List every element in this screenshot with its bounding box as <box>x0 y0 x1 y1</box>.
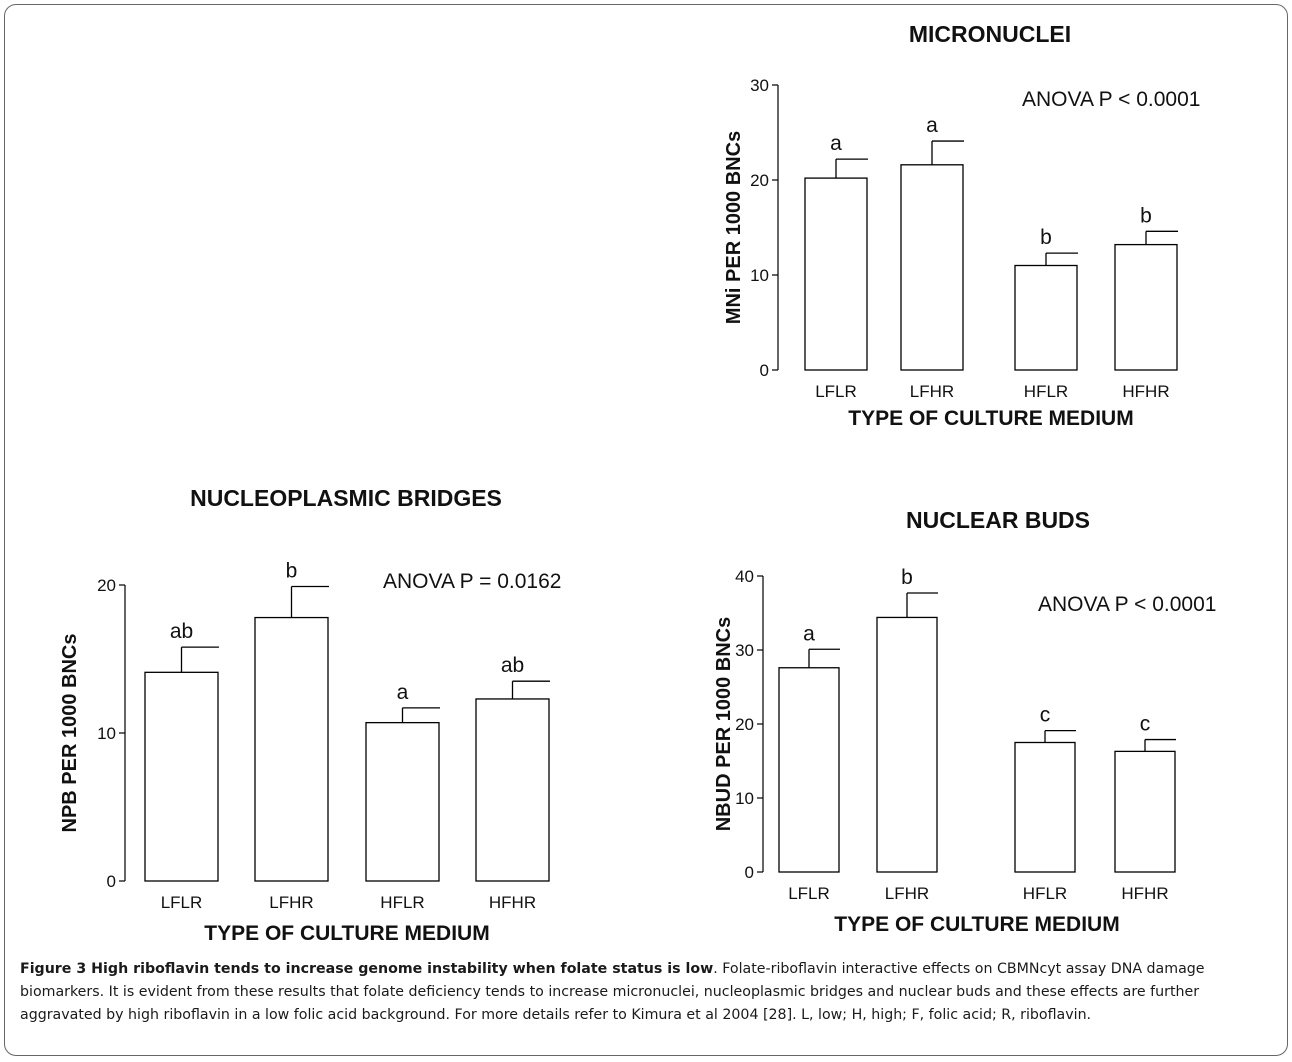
nbud-x-tick-label: HFLR <box>1023 884 1067 903</box>
mn-chart-title: MICRONUCLEI <box>909 21 1071 47</box>
npb-y-axis-label: NPB PER 1000 BNCs <box>59 634 81 833</box>
npb-anova-annotation: ANOVA P = 0.0162 <box>383 570 561 593</box>
nbud-x-axis-label: TYPE OF CULTURE MEDIUM <box>834 913 1119 936</box>
nbud-chart-title: NUCLEAR BUDS <box>906 507 1090 533</box>
npb-bar-lflr <box>144 671 219 882</box>
nbud-y-axis-label: NBUD PER 1000 BNCs <box>713 617 735 832</box>
mn-x-tick-label: HFHR <box>1122 382 1169 401</box>
nbud-y-tick-label: 30 <box>735 641 754 660</box>
nbud-significance-label: a <box>803 622 815 645</box>
npb-chart-title: NUCLEOPLASMIC BRIDGES <box>190 485 502 511</box>
nbud-significance-label: c <box>1040 704 1051 727</box>
npb-significance-label: b <box>286 559 298 582</box>
mn-significance-label: b <box>1140 204 1152 227</box>
nbud-bar-lflr <box>778 667 840 873</box>
mn-anova-annotation: ANOVA P < 0.0001 <box>1022 88 1200 111</box>
npb-x-tick-label: HFLR <box>380 893 424 912</box>
mn-x-tick-label: HFLR <box>1024 382 1068 401</box>
mn-significance-label: a <box>926 114 938 137</box>
npb-bar-hflr <box>365 721 440 882</box>
nbud-bar-hfhr <box>1114 750 1176 873</box>
mn-y-tick-label: 10 <box>750 266 769 285</box>
mn-x-tick-label: LFHR <box>910 382 954 401</box>
nbud-bar-hflr <box>1014 741 1076 873</box>
nbud-y-tick-label: 10 <box>735 789 754 808</box>
figure-caption: Figure 3 High riboflavin tends to increa… <box>20 958 1275 1027</box>
nbud-x-tick-label: LFHR <box>885 884 929 903</box>
npb-x-tick-label: HFHR <box>489 893 536 912</box>
nbud-y-tick-label: 20 <box>735 715 754 734</box>
npb-x-axis-label: TYPE OF CULTURE MEDIUM <box>204 922 489 945</box>
npb-significance-label: ab <box>501 654 524 677</box>
npb-y-tick-label: 10 <box>97 724 116 743</box>
mn-y-tick-label: 30 <box>750 76 769 95</box>
mn-significance-label: b <box>1040 226 1052 249</box>
mn-bar-hflr <box>1014 264 1078 371</box>
mn-bar-lfhr <box>900 164 964 371</box>
npb-x-tick-label: LFHR <box>269 893 313 912</box>
npb-bar-hfhr <box>475 698 550 882</box>
npb-y-tick-label: 20 <box>97 576 116 595</box>
npb-significance-label: ab <box>170 620 193 643</box>
mn-significance-label: a <box>830 132 842 155</box>
nbud-x-tick-label: HFHR <box>1121 884 1168 903</box>
mn-y-tick-label: 20 <box>750 171 769 190</box>
nbud-anova-annotation: ANOVA P < 0.0001 <box>1038 593 1216 616</box>
mn-y-axis-label: MNi PER 1000 BNCs <box>723 131 745 324</box>
npb-bar-lfhr <box>254 616 329 882</box>
nbud-significance-label: b <box>901 566 913 589</box>
npb-significance-label: a <box>397 681 409 704</box>
npb-x-tick-label: LFLR <box>161 893 203 912</box>
caption-title: Figure 3 High riboflavin tends to increa… <box>20 961 714 977</box>
mn-bar-lflr <box>804 177 868 371</box>
nbud-x-tick-label: LFLR <box>788 884 830 903</box>
figure-frame <box>4 4 1288 1056</box>
mn-y-tick-label: 0 <box>760 361 769 380</box>
figure-charts: MICRONUCLEI ANOVA P < 0.0001 0 10 20 30 MNi PE… <box>59 21 1216 945</box>
mn-x-tick-label: LFLR <box>815 382 857 401</box>
mn-bar-hfhr <box>1114 243 1178 371</box>
nbud-y-tick-label: 40 <box>735 567 754 586</box>
nbud-bar-lfhr <box>876 616 938 873</box>
nbud-significance-label: c <box>1140 713 1151 736</box>
mn-x-axis-label: TYPE OF CULTURE MEDIUM <box>848 407 1133 430</box>
nbud-y-tick-label: 0 <box>745 863 754 882</box>
npb-y-tick-label: 0 <box>107 872 116 891</box>
caption-text: . Folate-riboflavin interactive effects … <box>20 961 1205 1023</box>
